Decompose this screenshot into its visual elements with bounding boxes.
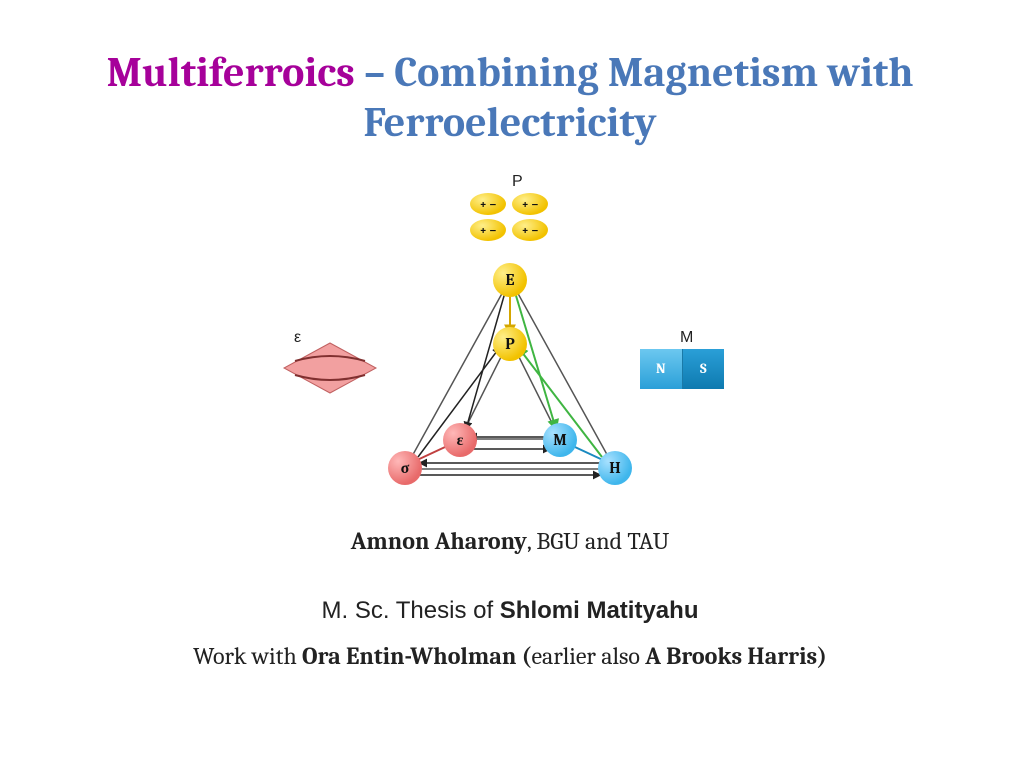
collab-mid: earlier also bbox=[531, 642, 645, 670]
thesis-name: Shlomi Matityahu bbox=[500, 597, 699, 624]
node-H: H bbox=[598, 451, 632, 485]
author-affil: , BGU and TAU bbox=[527, 527, 669, 555]
author-name: Amnon Aharony bbox=[351, 527, 527, 555]
author-line-2: M. Sc. Thesis of Shlomi Matityahu bbox=[0, 588, 1020, 634]
node-P: P bbox=[493, 327, 527, 361]
thesis-prefix: M. Sc. Thesis of bbox=[322, 597, 500, 624]
multiferroic-diagram: P ε M + − + − + − + − N S bbox=[300, 179, 720, 489]
node-M: M bbox=[543, 423, 577, 457]
author-block: Amnon Aharony, BGU and TAU M. Sc. Thesis… bbox=[0, 519, 1020, 680]
node-eps: ε bbox=[443, 423, 477, 457]
title-rest: – Combining Magnetism with Ferroelectric… bbox=[355, 48, 914, 147]
node-sigma: σ bbox=[388, 451, 422, 485]
collab-prefix: Work with bbox=[193, 642, 302, 670]
collab-name-2: A Brooks Harris) bbox=[645, 642, 827, 670]
title-highlight: Multiferroics bbox=[107, 48, 355, 97]
collab-name-1: Ora Entin-Wholman ( bbox=[302, 642, 531, 670]
slide-title: Multiferroics – Combining Magnetism with… bbox=[0, 0, 1020, 149]
author-line-1: Amnon Aharony, BGU and TAU bbox=[0, 519, 1020, 565]
author-line-3: Work with Ora Entin-Wholman (earlier als… bbox=[0, 634, 1020, 680]
node-E: E bbox=[493, 263, 527, 297]
